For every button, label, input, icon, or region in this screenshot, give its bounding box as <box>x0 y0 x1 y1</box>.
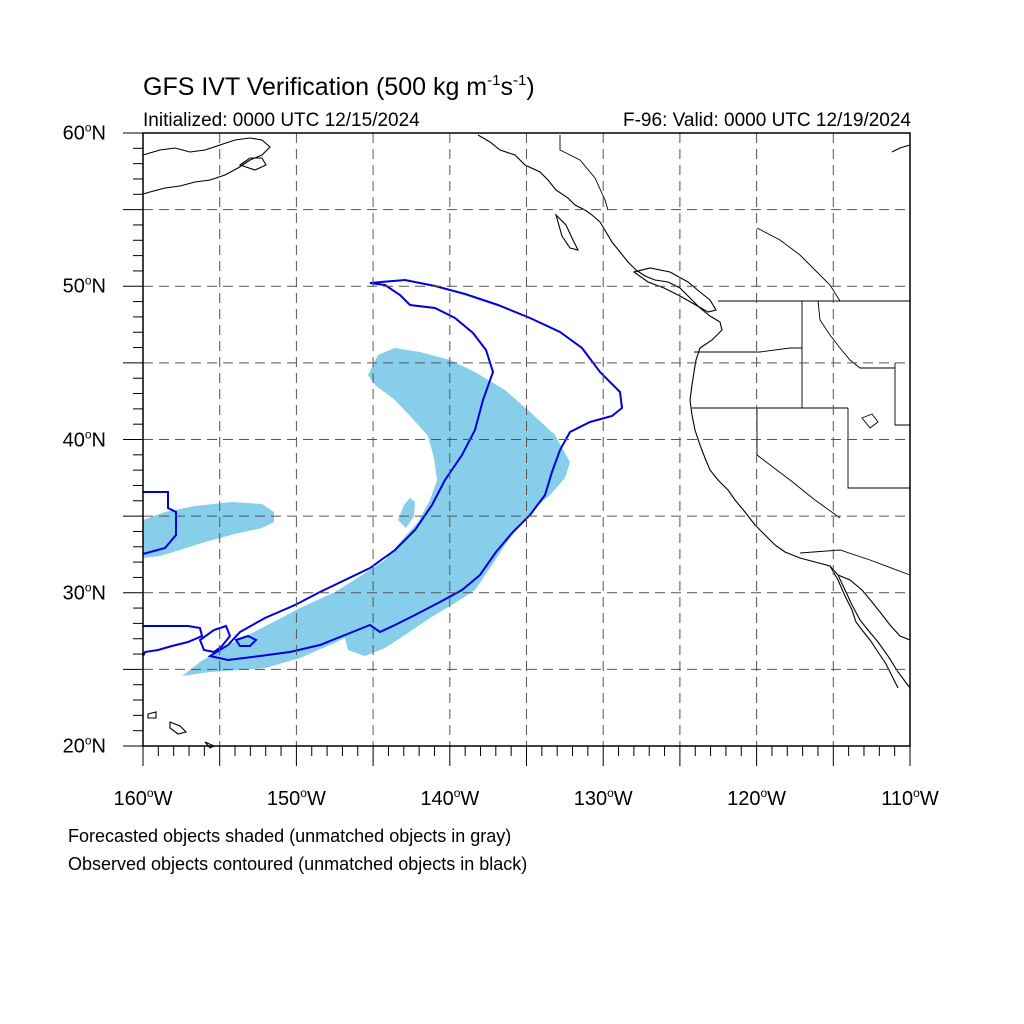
border-bc-alberta <box>756 227 841 302</box>
forecast-objects <box>143 348 570 676</box>
initialized-label: Initialized: 0000 UTC 12/15/2024 <box>143 110 420 131</box>
border-nv-ut <box>847 408 910 489</box>
observed-objects <box>142 278 624 662</box>
lon-label-140W: 140oW <box>420 786 480 810</box>
lon-label-130W: 130oW <box>573 786 633 810</box>
lon-label-120W: 120oW <box>727 786 787 810</box>
coastline-gulf-california <box>837 574 911 641</box>
border-ca-nv <box>756 408 841 519</box>
caption-observed: Observed objects contoured (unmatched ob… <box>68 854 528 874</box>
graticule <box>143 133 910 746</box>
observed-contour-southwest-3 <box>234 634 258 647</box>
lon-label-110W: 110oW <box>881 786 939 810</box>
valid-time-label: F-96: Valid: 0000 UTC 12/19/2024 <box>623 110 911 131</box>
coastline-alaska-islands <box>238 157 267 171</box>
coastline-baja <box>829 565 899 689</box>
coastline-hudson-bay <box>891 144 911 153</box>
coastline-alaska <box>142 137 271 195</box>
lon-label-160W: 160oW <box>113 786 173 810</box>
caption-forecast: Forecasted objects shaded (unmatched obj… <box>68 826 512 846</box>
border-alaska-canada <box>559 135 609 211</box>
coastlines <box>142 134 911 749</box>
lat-label-50N: 50oN <box>62 273 106 298</box>
coastline-north <box>477 134 911 689</box>
coastline-vancouver-island <box>632 267 717 313</box>
observed-contour-southwest <box>142 625 204 657</box>
lat-label-30N: 30oN <box>62 580 106 605</box>
border-us-mexico <box>799 549 911 576</box>
great-salt-lake <box>861 413 879 429</box>
coastline-haida-gwaii <box>554 213 580 251</box>
forecast-object-main <box>182 348 570 676</box>
observed-contour-west <box>142 491 177 555</box>
axis-ticks <box>123 132 911 766</box>
chart-title: GFS IVT Verification (500 kg m-1s-1) <box>143 72 535 101</box>
border-wyoming <box>894 363 910 426</box>
forecast-object-bump <box>398 498 415 528</box>
lat-label-20N: 20oN <box>62 733 106 758</box>
coastline-hawaii <box>147 711 216 749</box>
lon-label-150W: 150oW <box>266 786 326 810</box>
lat-label-40N: 40oN <box>62 427 106 451</box>
border-idaho-montana <box>817 300 895 369</box>
observed-contour-main <box>207 278 624 662</box>
border-wa-or <box>694 347 802 353</box>
lat-label-60N: 60oN <box>62 120 106 145</box>
observed-contour-southwest-2 <box>198 624 232 654</box>
political-borders <box>559 135 911 576</box>
